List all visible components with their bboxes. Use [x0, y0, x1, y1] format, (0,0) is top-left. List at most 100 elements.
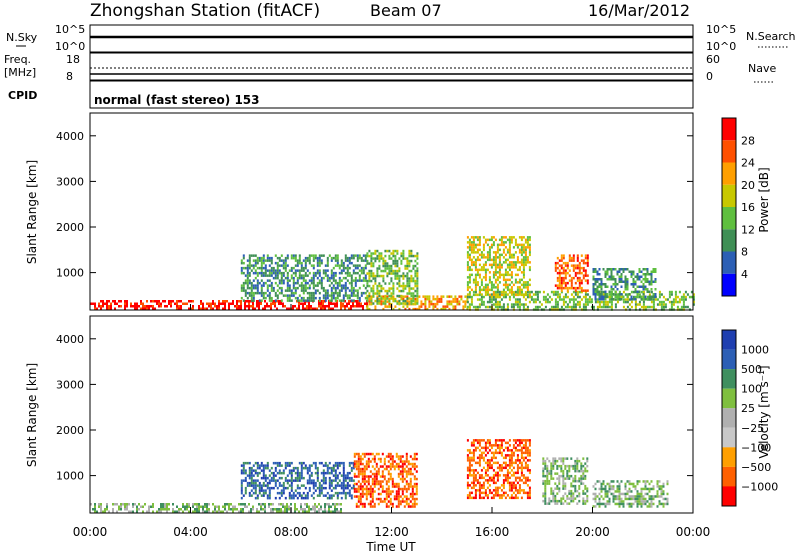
- range-gate-cell: [508, 238, 511, 242]
- range-gate-cell: [316, 271, 319, 275]
- range-gate-cell: [256, 300, 258, 303]
- range-gate-cell: [436, 295, 439, 298]
- range-gate-cell: [228, 505, 230, 508]
- range-gate-cell: [300, 269, 303, 272]
- range-gate-cell: [364, 256, 367, 260]
- range-gate-cell: [264, 259, 267, 262]
- range-gate-cell: [374, 307, 377, 311]
- range-gate-cell: [670, 303, 673, 306]
- range-gate-cell: [472, 290, 475, 294]
- range-gate-cell: [428, 302, 431, 306]
- range-gate-cell: [312, 266, 315, 270]
- range-gate-cell: [486, 459, 489, 462]
- range-gate-cell: [100, 503, 102, 506]
- range-gate-cell: [130, 302, 132, 305]
- range-gate-cell: [500, 238, 503, 242]
- range-gate-cell: [562, 256, 565, 260]
- range-gate-cell: [472, 459, 475, 462]
- range-gate-cell: [328, 510, 330, 513]
- range-gate-cell: [650, 270, 653, 273]
- cpid-text: normal (fast stereo) 153: [94, 93, 260, 107]
- range-gate-cell: [356, 296, 359, 300]
- range-gate-cell: [401, 477, 404, 481]
- range-gate-cell: [348, 307, 350, 310]
- range-gate-cell: [334, 484, 337, 487]
- range-gate-cell: [164, 503, 166, 506]
- range-gate-cell: [526, 288, 529, 292]
- range-gate-cell: [448, 300, 451, 303]
- range-gate-cell: [302, 296, 305, 300]
- range-gate-cell: [472, 496, 475, 500]
- range-gate-cell: [494, 444, 497, 447]
- range-gate-cell: [602, 290, 605, 294]
- range-gate-cell: [387, 460, 390, 463]
- range-gate-cell: [148, 305, 150, 308]
- colorbar-tick-label: 12: [741, 223, 755, 236]
- range-gate-cell: [436, 302, 439, 306]
- range-gate-cell: [371, 452, 374, 456]
- range-gate-cell: [342, 489, 345, 492]
- range-gate-cell: [350, 479, 353, 482]
- range-gate-cell: [538, 300, 541, 304]
- range-gate-cell: [572, 492, 575, 495]
- range-gate-cell: [296, 299, 299, 302]
- range-gate-cell: [338, 479, 341, 482]
- range-gate-cell: [494, 474, 497, 477]
- range-gate-cell: [355, 460, 358, 463]
- range-gate-cell: [262, 271, 265, 275]
- range-gate-cell: [371, 500, 374, 503]
- range-gate-cell: [562, 477, 565, 480]
- range-gate-cell: [387, 455, 390, 458]
- y-tick-label: 1000: [56, 267, 84, 280]
- range-gate-cell: [514, 243, 517, 247]
- range-gate-cell: [454, 295, 457, 298]
- range-gate-cell: [318, 274, 321, 277]
- range-gate-cell: [602, 497, 605, 501]
- range-gate-cell: [508, 444, 511, 447]
- range-gate-cell: [512, 451, 515, 455]
- range-gate-cell: [478, 444, 481, 447]
- range-gate-cell: [274, 481, 277, 485]
- range-gate-cell: [572, 497, 575, 500]
- range-gate-cell: [148, 510, 150, 513]
- range-gate-cell: [604, 270, 607, 273]
- range-gate-cell: [407, 485, 410, 488]
- range-gate-cell: [242, 508, 244, 511]
- range-gate-cell: [262, 466, 265, 470]
- range-gate-cell: [332, 503, 334, 506]
- range-gate-cell: [630, 270, 633, 273]
- range-gate-cell: [294, 269, 297, 272]
- range-gate-cell: [492, 461, 495, 465]
- range-gate-cell: [246, 279, 249, 282]
- range-gate-cell: [310, 307, 312, 310]
- range-gate-cell: [524, 461, 527, 465]
- range-gate-cell: [468, 248, 471, 252]
- range-gate-cell: [364, 279, 367, 282]
- range-gate-cell: [544, 494, 547, 498]
- range-gate-cell: [632, 497, 635, 501]
- freq-label: Freq.: [4, 53, 31, 66]
- range-gate-cell: [264, 476, 267, 480]
- range-gate-cell: [592, 305, 595, 309]
- range-gate-cell: [568, 305, 571, 309]
- colorbar-segment: [722, 207, 736, 230]
- range-gate-cell: [584, 474, 587, 478]
- range-gate-cell: [650, 288, 653, 291]
- range-gate-cell: [372, 284, 375, 288]
- range-gate-cell: [564, 457, 567, 460]
- range-gate-cell: [353, 490, 356, 493]
- range-gate-cell: [365, 460, 368, 463]
- range-gate-cell: [514, 486, 517, 490]
- range-gate-cell: [598, 268, 601, 271]
- range-gate-cell: [114, 300, 116, 303]
- range-gate-cell: [248, 503, 250, 506]
- range-gate-cell: [314, 466, 317, 470]
- range-gate-cell: [194, 510, 196, 513]
- range-gate-cell: [626, 298, 629, 301]
- range-gate-cell: [544, 489, 547, 493]
- range-gate-cell: [510, 449, 513, 452]
- range-gate-cell: [380, 274, 383, 278]
- range-gate-cell: [562, 269, 565, 272]
- range-gate-cell: [414, 300, 417, 303]
- range-gate-cell: [238, 503, 240, 506]
